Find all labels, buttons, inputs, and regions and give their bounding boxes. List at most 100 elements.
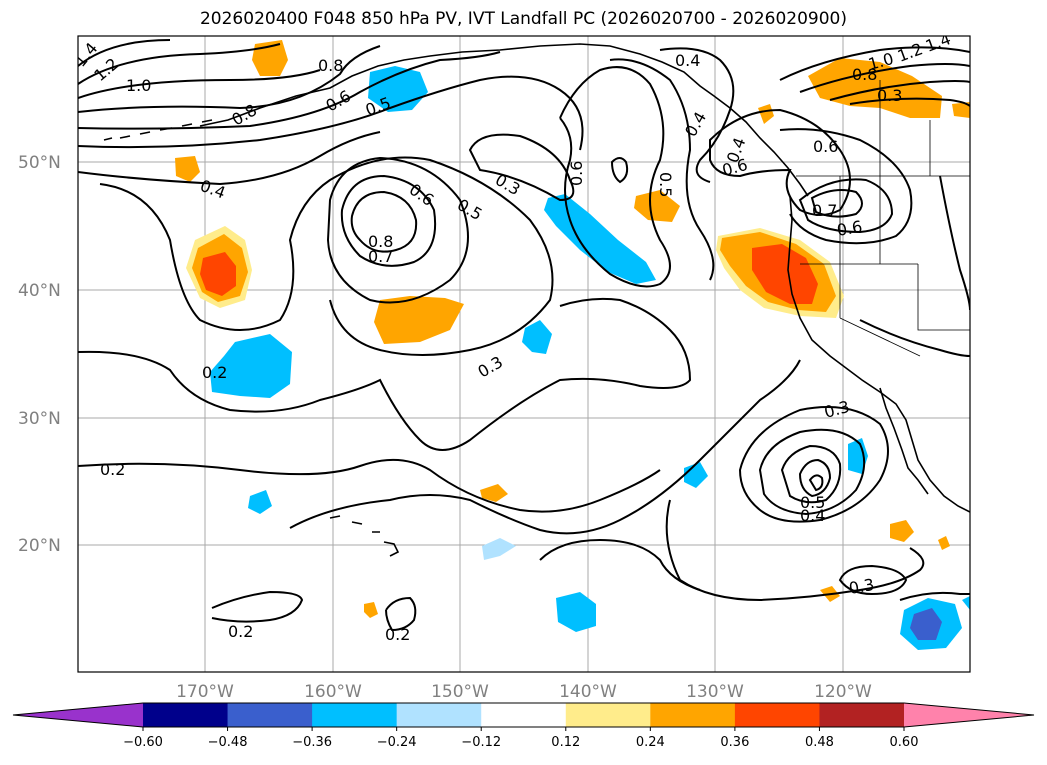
shade-positive-bc-north	[808, 58, 942, 118]
lon-label: 140°W	[559, 682, 617, 702]
contour-0-2-south-long	[539, 538, 701, 591]
contour-0-5-bc	[779, 128, 913, 245]
shade-negative-central-band	[544, 194, 656, 284]
contour-0-6-bc	[798, 178, 894, 234]
contour-0-4-west	[78, 131, 381, 186]
colorbar: −0.60 −0.48 −0.36 −0.24 −0.12 0.12 0.24 0.36 0.4…	[12, 702, 1035, 750]
shade-positive-offshore-north	[634, 190, 680, 222]
alaska-coast	[199, 43, 809, 197]
contour-0-5-east-low	[780, 444, 842, 504]
shade-positive-central	[374, 296, 464, 344]
contour-0-6-west	[78, 51, 501, 130]
map-frame	[77, 35, 971, 673]
contour-0-6-east-low	[798, 458, 832, 498]
map-area	[78, 36, 970, 672]
lon-label: 120°W	[814, 682, 872, 702]
contour-label: 0.2	[228, 622, 253, 641]
contour-0-3-east-low	[738, 406, 889, 523]
colorbar-tick-label: 0.60	[890, 735, 919, 750]
colorbar-tick-label: 0.36	[720, 735, 749, 750]
contour-small-loop	[610, 157, 629, 184]
colorbar-tick-label: −0.48	[208, 735, 248, 750]
colorbar-tick-label: −0.24	[377, 735, 417, 750]
colorbar-cell	[650, 703, 736, 727]
contour-label: 0.3	[877, 86, 902, 105]
shade-negative-dateline-south	[210, 334, 292, 398]
contour-1-0-west	[78, 69, 321, 99]
contour-0-3-east-coast	[859, 319, 970, 357]
contour-0-3-south-loop	[838, 564, 908, 596]
canada-provinces	[879, 80, 931, 176]
contour-1-2-west	[78, 43, 281, 85]
contour-ne-high	[779, 46, 970, 81]
colorbar-cell	[143, 703, 229, 727]
shade-negative-baja-offshore	[848, 438, 868, 474]
colorbar-tick-label: −0.36	[292, 735, 332, 750]
contour-0-3-central-trough	[468, 133, 575, 202]
contour-label: 0.3	[847, 575, 875, 598]
contour-small-east-core	[808, 474, 824, 492]
pv-contours	[78, 39, 970, 632]
colorbar-tick-label: 0.48	[805, 735, 834, 750]
contour-label: 0.4	[800, 506, 825, 525]
map-title: 2026020400 F048 850 hPa PV, IVT Landfall…	[199, 9, 847, 29]
lon-label: 170°W	[176, 682, 234, 702]
contour-0-7-bc	[810, 189, 863, 218]
coastlines	[103, 43, 970, 557]
colorbar-cell	[819, 703, 905, 727]
shade-negative-small-central	[522, 320, 552, 354]
shade-positive-west-aleutian	[175, 156, 200, 182]
contour-0-2-south-mid	[385, 596, 417, 632]
shade-positive-small-baja	[890, 520, 914, 542]
shade-negative-light-central	[482, 538, 516, 560]
contour-ne-high-2	[799, 63, 970, 93]
contour-label: 0.8	[318, 56, 343, 75]
shade-positive-dateline-core	[200, 252, 236, 296]
contour-label: 0.5	[800, 493, 825, 512]
shade-positive-tiny-east	[938, 536, 950, 550]
shade-negative-southeast-core	[910, 608, 942, 640]
contour-label: 0.6	[567, 161, 586, 186]
ivt-shading	[175, 40, 970, 650]
lon-label: 160°W	[304, 682, 362, 702]
colorbar-cell	[227, 703, 313, 727]
contour-1-4-west	[78, 39, 171, 67]
lat-label: 30°N	[18, 409, 61, 429]
colorbar-extend-left	[13, 703, 143, 727]
lat-label: 20°N	[18, 536, 61, 556]
contour-0-2-band	[78, 458, 661, 513]
contour-0-6-central	[559, 66, 671, 288]
colorbar-tick-label: −0.60	[123, 735, 163, 750]
shade-positive-small-sealaska	[758, 104, 774, 124]
shade-positive-small-hawaii-south	[364, 602, 378, 618]
contour-label: 0.8	[852, 65, 877, 84]
colorbar-tick-label: 0.24	[636, 735, 665, 750]
contour-0-4-east-low	[758, 428, 866, 516]
contour-label: 0.2	[100, 460, 125, 479]
baja-peninsula	[879, 387, 929, 495]
shade-positive-east-edge	[952, 102, 970, 118]
contour-high-ring-inner	[350, 190, 418, 253]
contour-label: 0.5	[656, 172, 675, 197]
contour-label: 0.8	[368, 232, 393, 251]
contour-label: 0.2	[385, 625, 410, 644]
shade-negative-south-central	[556, 592, 596, 632]
contour-0-3-southeast	[665, 499, 925, 602]
colorbar-extend-right	[904, 703, 1034, 727]
lat-label: 40°N	[18, 281, 61, 301]
shade-negative-small-west	[248, 490, 272, 514]
colorbar-cell	[734, 703, 820, 727]
contour-label: 0.7	[368, 247, 393, 266]
shade-negative-tiny-east	[962, 596, 970, 610]
longitude-labels: 170°W 160°W 150°W 140°W 130°W 120°W	[176, 682, 872, 702]
state-borders	[800, 176, 970, 357]
contour-ne-high-3	[829, 80, 970, 101]
colorbar-cell	[396, 703, 482, 727]
contour-high-ring-mid	[340, 174, 437, 267]
lat-label: 50°N	[18, 153, 61, 173]
colorbar-cell	[481, 703, 567, 727]
contour-east-coast-0-2	[939, 175, 970, 311]
contour-0-5-west	[78, 75, 584, 151]
contour-0-5-central	[609, 58, 715, 281]
